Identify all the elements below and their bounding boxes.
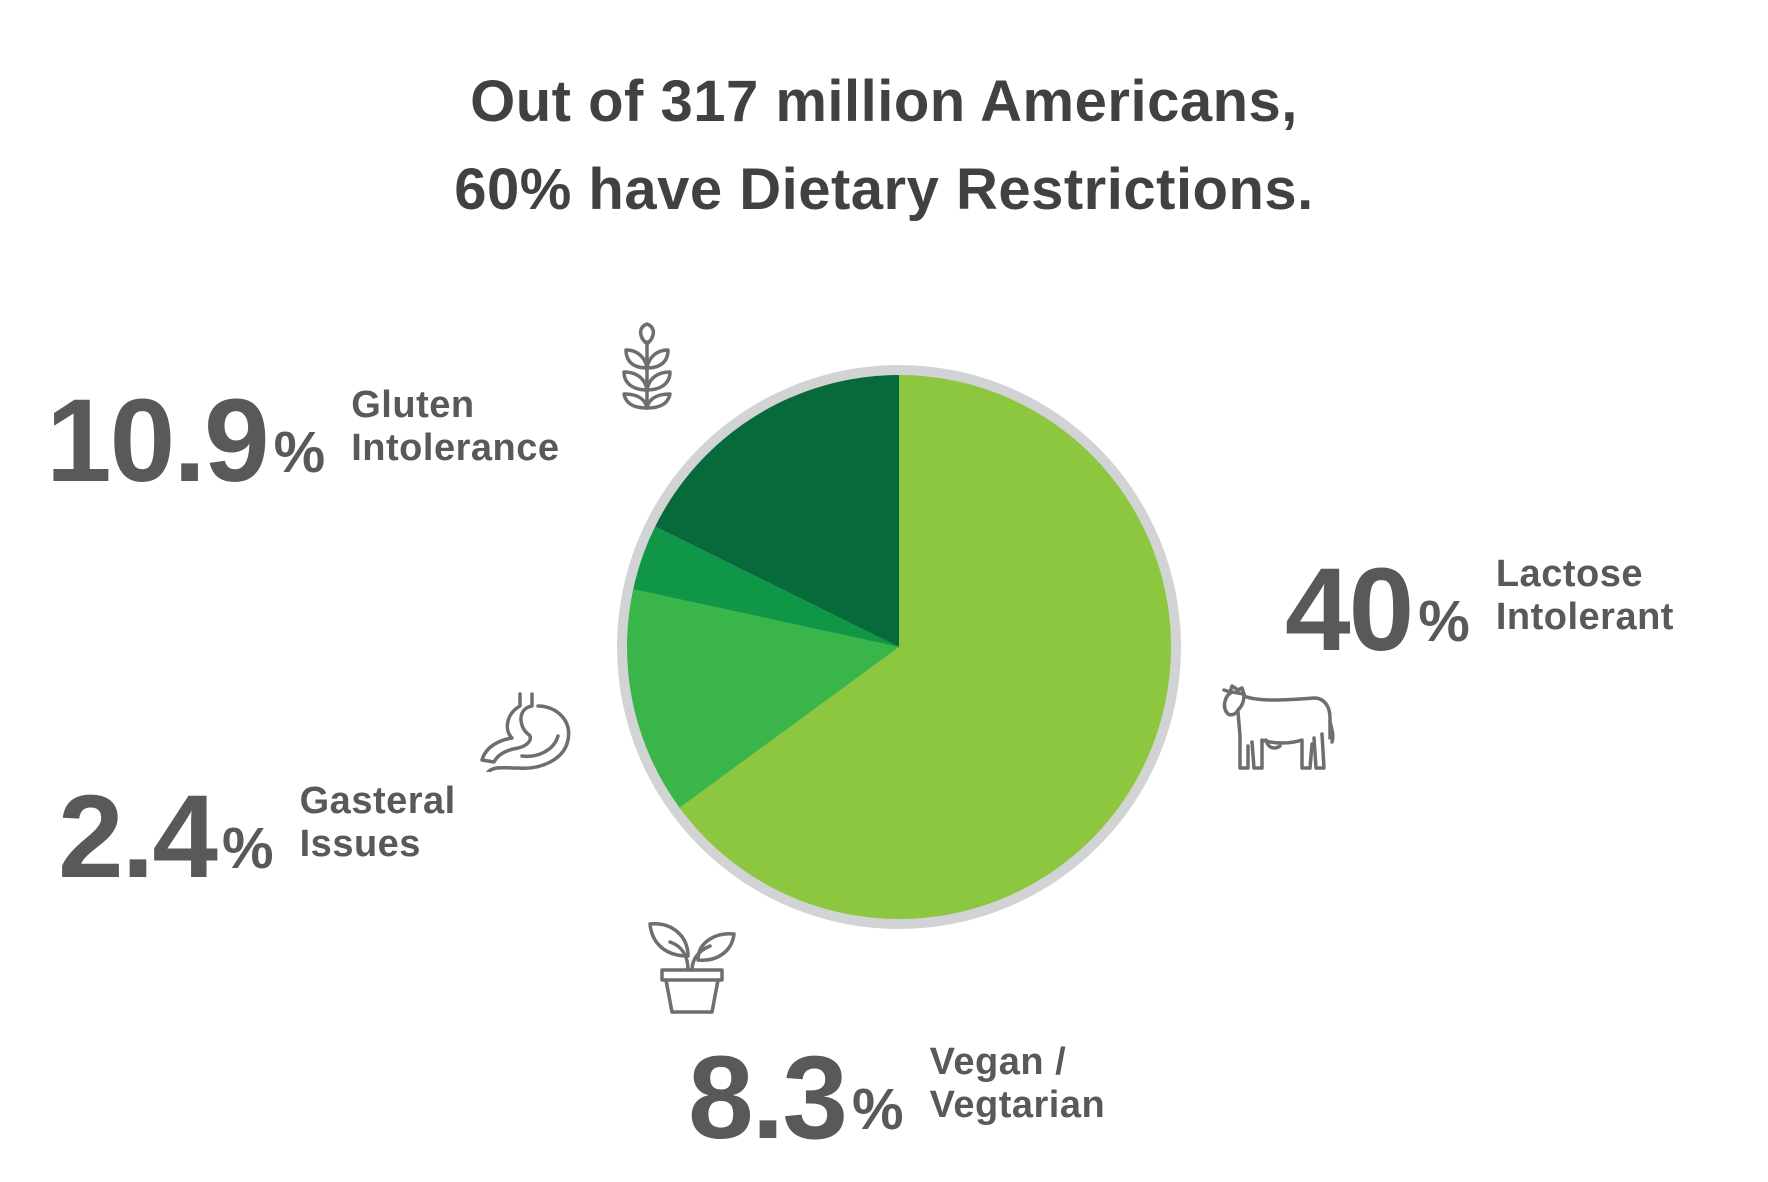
title-line-1: Out of 317 million Americans, <box>470 69 1298 134</box>
lactose-stat: 40 % Lactose Intolerant <box>1285 544 1674 676</box>
lactose-percent: 40 <box>1285 544 1414 676</box>
pie-slice-vegan-vegtarian <box>627 589 899 808</box>
lactose-percent-symbol: % <box>1418 589 1470 654</box>
pie-slices <box>627 375 1171 919</box>
gluten-percent-symbol: % <box>273 420 326 485</box>
lactose-label: Lactose Intolerant <box>1496 553 1674 639</box>
vegan-label-line-1: Vegan / <box>929 1041 1067 1083</box>
cow-icon <box>1218 680 1336 772</box>
gasteral-label-line-1: Gasteral <box>299 780 456 822</box>
wheat-icon <box>612 322 682 412</box>
gluten-label-line-1: Gluten <box>351 384 475 426</box>
pie-slice-gasteral-issues <box>633 526 899 647</box>
gasteral-label-line-2: Issues <box>299 823 421 865</box>
lactose-label-line-1: Lactose <box>1495 553 1643 595</box>
potted-plant-icon <box>646 920 738 1014</box>
vegan-stat: 8.3 % Vegan / Vegtarian <box>688 1032 1106 1164</box>
gluten-percent: 10.9 <box>46 375 270 507</box>
gasteral-percent: 2.4 <box>58 771 218 903</box>
gluten-label-line-2: Intolerance <box>351 427 560 469</box>
vegan-percent: 8.3 <box>688 1032 848 1164</box>
gluten-label: Gluten Intolerance <box>351 384 559 470</box>
pie-slice-gluten-intolerance <box>655 375 899 647</box>
pie-slice-lactose-intolerant <box>679 375 1171 919</box>
stomach-icon <box>478 692 574 772</box>
gluten-stat: 10.9 % Gluten Intolerance <box>46 375 559 507</box>
title-line-2: 60% have Dietary Restrictions. <box>454 157 1314 222</box>
vegan-label: Vegan / Vegtarian <box>930 1041 1106 1127</box>
chart-title: Out of 317 million Americans, 60% have D… <box>0 58 1768 234</box>
gasteral-stat: 2.4 % Gasteral Issues <box>58 771 456 903</box>
lactose-label-line-2: Intolerant <box>1495 596 1674 638</box>
gasteral-label: Gasteral Issues <box>300 780 456 866</box>
vegan-percent-symbol: % <box>852 1077 904 1142</box>
vegan-label-line-2: Vegtarian <box>929 1084 1106 1126</box>
gasteral-percent-symbol: % <box>222 816 274 881</box>
